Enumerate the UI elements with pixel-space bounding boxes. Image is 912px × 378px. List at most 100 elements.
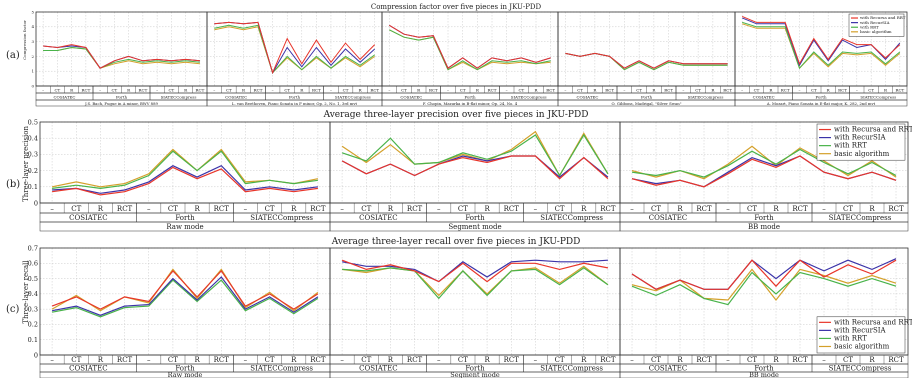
- series-line-4: [43, 46, 200, 69]
- category-label: –: [534, 356, 538, 364]
- group-label: Forth: [175, 214, 195, 222]
- plot-frame: [35, 11, 208, 87]
- group-label: SIATECCompress: [250, 364, 313, 372]
- y-tick-label: 0.5: [28, 118, 38, 126]
- y-tick-label: 0.4: [28, 134, 38, 142]
- category-label: –: [42, 87, 44, 92]
- y-tick-label: 1: [31, 69, 34, 74]
- category-label: RCT: [488, 87, 497, 92]
- series-line-1: [214, 21, 376, 75]
- category-label: RCT: [605, 87, 614, 92]
- category-label: R: [300, 87, 304, 92]
- subplot-1-1: – CT R RCT – CT R RCT – CT R RCT COSIATEC Forth SIATEC…: [35, 11, 208, 107]
- series-line-4: [565, 52, 728, 71]
- subplot-1-3: – CT R RCT – CT R RCT – CT R RCT COSIATEC Forth SIATEC…: [381, 11, 559, 107]
- group-label: SIATECCompress: [860, 95, 896, 100]
- category-label: RCT: [664, 87, 673, 92]
- category-label: CT: [401, 87, 407, 92]
- category-label: R: [869, 356, 875, 364]
- category-label: R: [581, 205, 587, 213]
- group-label: COSIATEC: [649, 364, 687, 372]
- group-label: Forth: [754, 214, 774, 222]
- series-line-2: [341, 259, 608, 283]
- category-label: RCT: [117, 356, 133, 364]
- subplot-label: BB mode: [749, 371, 779, 378]
- subplot-label: A. Mozart, Piano Sonata in E-flat major,…: [766, 101, 876, 106]
- series-line-1: [389, 24, 551, 69]
- category-label: R: [476, 87, 480, 92]
- legend-entry: with RRT: [834, 335, 867, 343]
- category-label: RCT: [82, 87, 91, 92]
- category-label: CT: [168, 205, 178, 213]
- plot-frame: [329, 247, 621, 356]
- category-label: R: [769, 87, 773, 92]
- category-label: CT: [343, 87, 349, 92]
- category-label: CT: [555, 356, 565, 364]
- category-label: CT: [811, 87, 817, 92]
- category-label: RCT: [370, 87, 379, 92]
- category-label: R: [417, 87, 421, 92]
- legend-entry: with RRT: [834, 142, 867, 150]
- category-label: RCT: [504, 356, 520, 364]
- series-line-3: [51, 279, 319, 318]
- category-label: –: [437, 205, 441, 213]
- category-label: RCT: [888, 356, 904, 364]
- category-label: CT: [518, 87, 524, 92]
- category-label: CT: [695, 87, 701, 92]
- group-label: Forth: [175, 364, 195, 372]
- category-label: –: [822, 205, 826, 213]
- y-tick-label: 0.3: [28, 305, 38, 313]
- category-label: R: [484, 205, 490, 213]
- y-tick-label: 0: [34, 351, 38, 359]
- legend-entry: with RecurSIA: [860, 20, 890, 25]
- category-label: –: [340, 205, 344, 213]
- category-label: R: [677, 356, 683, 364]
- category-label: RCT: [546, 87, 555, 92]
- category-label: CT: [112, 87, 118, 92]
- category-label: CT: [265, 356, 275, 364]
- series-line-3: [631, 148, 897, 178]
- category-label: CT: [754, 87, 760, 92]
- category-label: R: [388, 205, 394, 213]
- series-line-1: [341, 155, 609, 180]
- category-label: CT: [168, 356, 178, 364]
- category-label: –: [726, 356, 730, 364]
- category-label: RCT: [117, 205, 133, 213]
- category-label: CT: [651, 356, 661, 364]
- category-label: –: [340, 356, 344, 364]
- group-label: SIATECCompress: [540, 364, 603, 372]
- group-label: COSIATEC: [359, 214, 397, 222]
- series-line-3: [631, 271, 897, 306]
- series-line-3: [52, 150, 318, 190]
- category-label: CT: [71, 205, 81, 213]
- group-label: SIATECCompress: [829, 214, 892, 222]
- category-label: R: [127, 87, 131, 92]
- subplot-label-row: [734, 99, 908, 107]
- legend-entry: with Recursa and RRT: [834, 318, 912, 326]
- category-label: R: [869, 205, 875, 213]
- series-line-2: [43, 45, 200, 69]
- category-label: CT: [636, 87, 642, 92]
- series-line-1: [565, 52, 728, 69]
- category-label: RCT: [792, 205, 808, 213]
- series-line-4: [742, 23, 901, 70]
- category-label: –: [682, 87, 684, 92]
- panel-a-title: Compression factor over five pieces in J…: [371, 3, 542, 11]
- category-label: RCT: [600, 356, 616, 364]
- legend-box: [848, 13, 905, 37]
- category-label: CT: [361, 205, 371, 213]
- legend-entry: basic algorithm: [834, 343, 890, 351]
- subplot-label: Segment mode: [448, 223, 501, 231]
- subplot-label: F. Chopin, Mazurka in B-flat minor, Op. …: [423, 101, 518, 106]
- category-label: RCT: [214, 205, 230, 213]
- category-label: RCT: [407, 356, 423, 364]
- category-label: CT: [868, 87, 874, 92]
- category-label: CT: [651, 205, 661, 213]
- category-label: –: [50, 356, 54, 364]
- group-label: COSIATEC: [69, 214, 107, 222]
- category-label: R: [98, 205, 104, 213]
- category-label: R: [70, 87, 74, 92]
